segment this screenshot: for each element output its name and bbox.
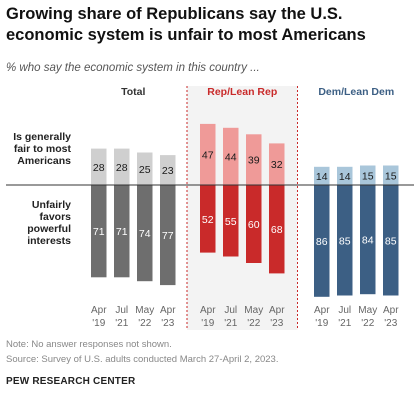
group-label: Dem/Lean Dem [318,86,394,98]
data-label-fair: 23 [162,165,174,177]
bar-unfair [337,185,353,296]
data-label-fair: 39 [248,155,260,167]
data-label-fair: 28 [116,162,128,174]
bar-unfair [91,185,107,278]
tick-label: '21 [338,318,351,329]
bar-unfair [137,185,153,282]
row-label-unfair: powerful [27,223,71,235]
tick-label: '19 [315,318,328,329]
chart-title: Growing share of Republicans say the U.S… [6,5,366,44]
bar-fair [200,123,216,185]
tick-label: '23 [270,318,283,329]
data-label-fair: 14 [316,171,328,183]
data-label-unfair: 71 [116,226,128,238]
brand-label: PEW RESEARCH CENTER [6,376,136,387]
bar-fair [337,166,353,185]
bar-unfair [246,185,262,263]
tick-label: Jul [338,305,351,316]
data-label-unfair: 68 [271,224,283,236]
tick-label: '23 [384,318,397,329]
data-label-fair: 32 [271,159,283,171]
data-label-unfair: 86 [316,236,328,248]
source-text: Source: Survey of U.S. adults conducted … [6,354,279,365]
tick-label: May [358,305,377,316]
row-label-unfair: Unfairly [32,199,71,211]
bar-unfair [383,185,399,296]
row-label-unfair: favors [39,211,71,223]
data-label-fair: 25 [139,164,151,176]
tick-label: '21 [115,318,128,329]
tick-label: '21 [224,318,237,329]
row-label-fair: Americans [17,155,71,167]
bar-fair [137,152,153,185]
data-label-unfair: 60 [248,219,260,231]
row-label-fair: fair to most [14,143,72,155]
data-label-unfair: 74 [139,228,151,240]
data-label-unfair: 71 [93,226,105,238]
tick-label: Apr [200,305,216,316]
tick-label: '19 [92,318,105,329]
data-label-fair: 14 [339,171,351,183]
note-text: Note: No answer responses not shown. [6,339,172,350]
data-label-fair: 15 [385,170,397,182]
tick-label: May [244,305,263,316]
bar-unfair [360,185,376,295]
row-label-unfair: interests [27,235,71,247]
bar-fair [360,165,376,185]
bar-unfair [200,185,216,253]
bar-fair [383,165,399,185]
data-label-unfair: 85 [339,235,351,247]
tick-label: May [135,305,154,316]
tick-label: '19 [201,318,214,329]
group-label: Rep/Lean Rep [207,86,277,98]
data-label-unfair: 84 [362,235,374,247]
bar-fair [246,134,262,185]
tick-label: Apr [383,305,399,316]
data-label-fair: 47 [202,149,214,161]
tick-label: Apr [314,305,330,316]
bar-unfair [223,185,239,257]
bar-unfair [114,185,130,278]
data-label-fair: 44 [225,151,237,163]
tick-label: '23 [161,318,174,329]
chart-subtitle: % who say the economic system in this co… [6,62,260,74]
data-label-fair: 15 [362,170,374,182]
bar-fair [91,148,107,185]
bar-fair [160,155,176,185]
tick-label: Apr [269,305,285,316]
bar-unfair [314,185,330,297]
tick-label: '22 [247,318,260,329]
tick-label: Apr [160,305,176,316]
group-label: Total [121,86,145,98]
data-label-fair: 28 [93,162,105,174]
data-label-unfair: 77 [162,230,174,242]
bar-fair [269,143,285,185]
data-label-unfair: 55 [225,216,237,228]
bar-unfair [160,185,176,286]
bar-fair [314,166,330,185]
tick-label: '22 [138,318,151,329]
tick-label: '22 [361,318,374,329]
bar-fair [223,127,239,185]
data-label-unfair: 85 [385,235,397,247]
row-label-fair: Is generally [13,131,71,143]
bar-unfair [269,185,285,274]
data-label-unfair: 52 [202,214,214,226]
bar-fair [114,148,130,185]
tick-label: Jul [224,305,237,316]
tick-label: Jul [115,305,128,316]
tick-label: Apr [91,305,107,316]
